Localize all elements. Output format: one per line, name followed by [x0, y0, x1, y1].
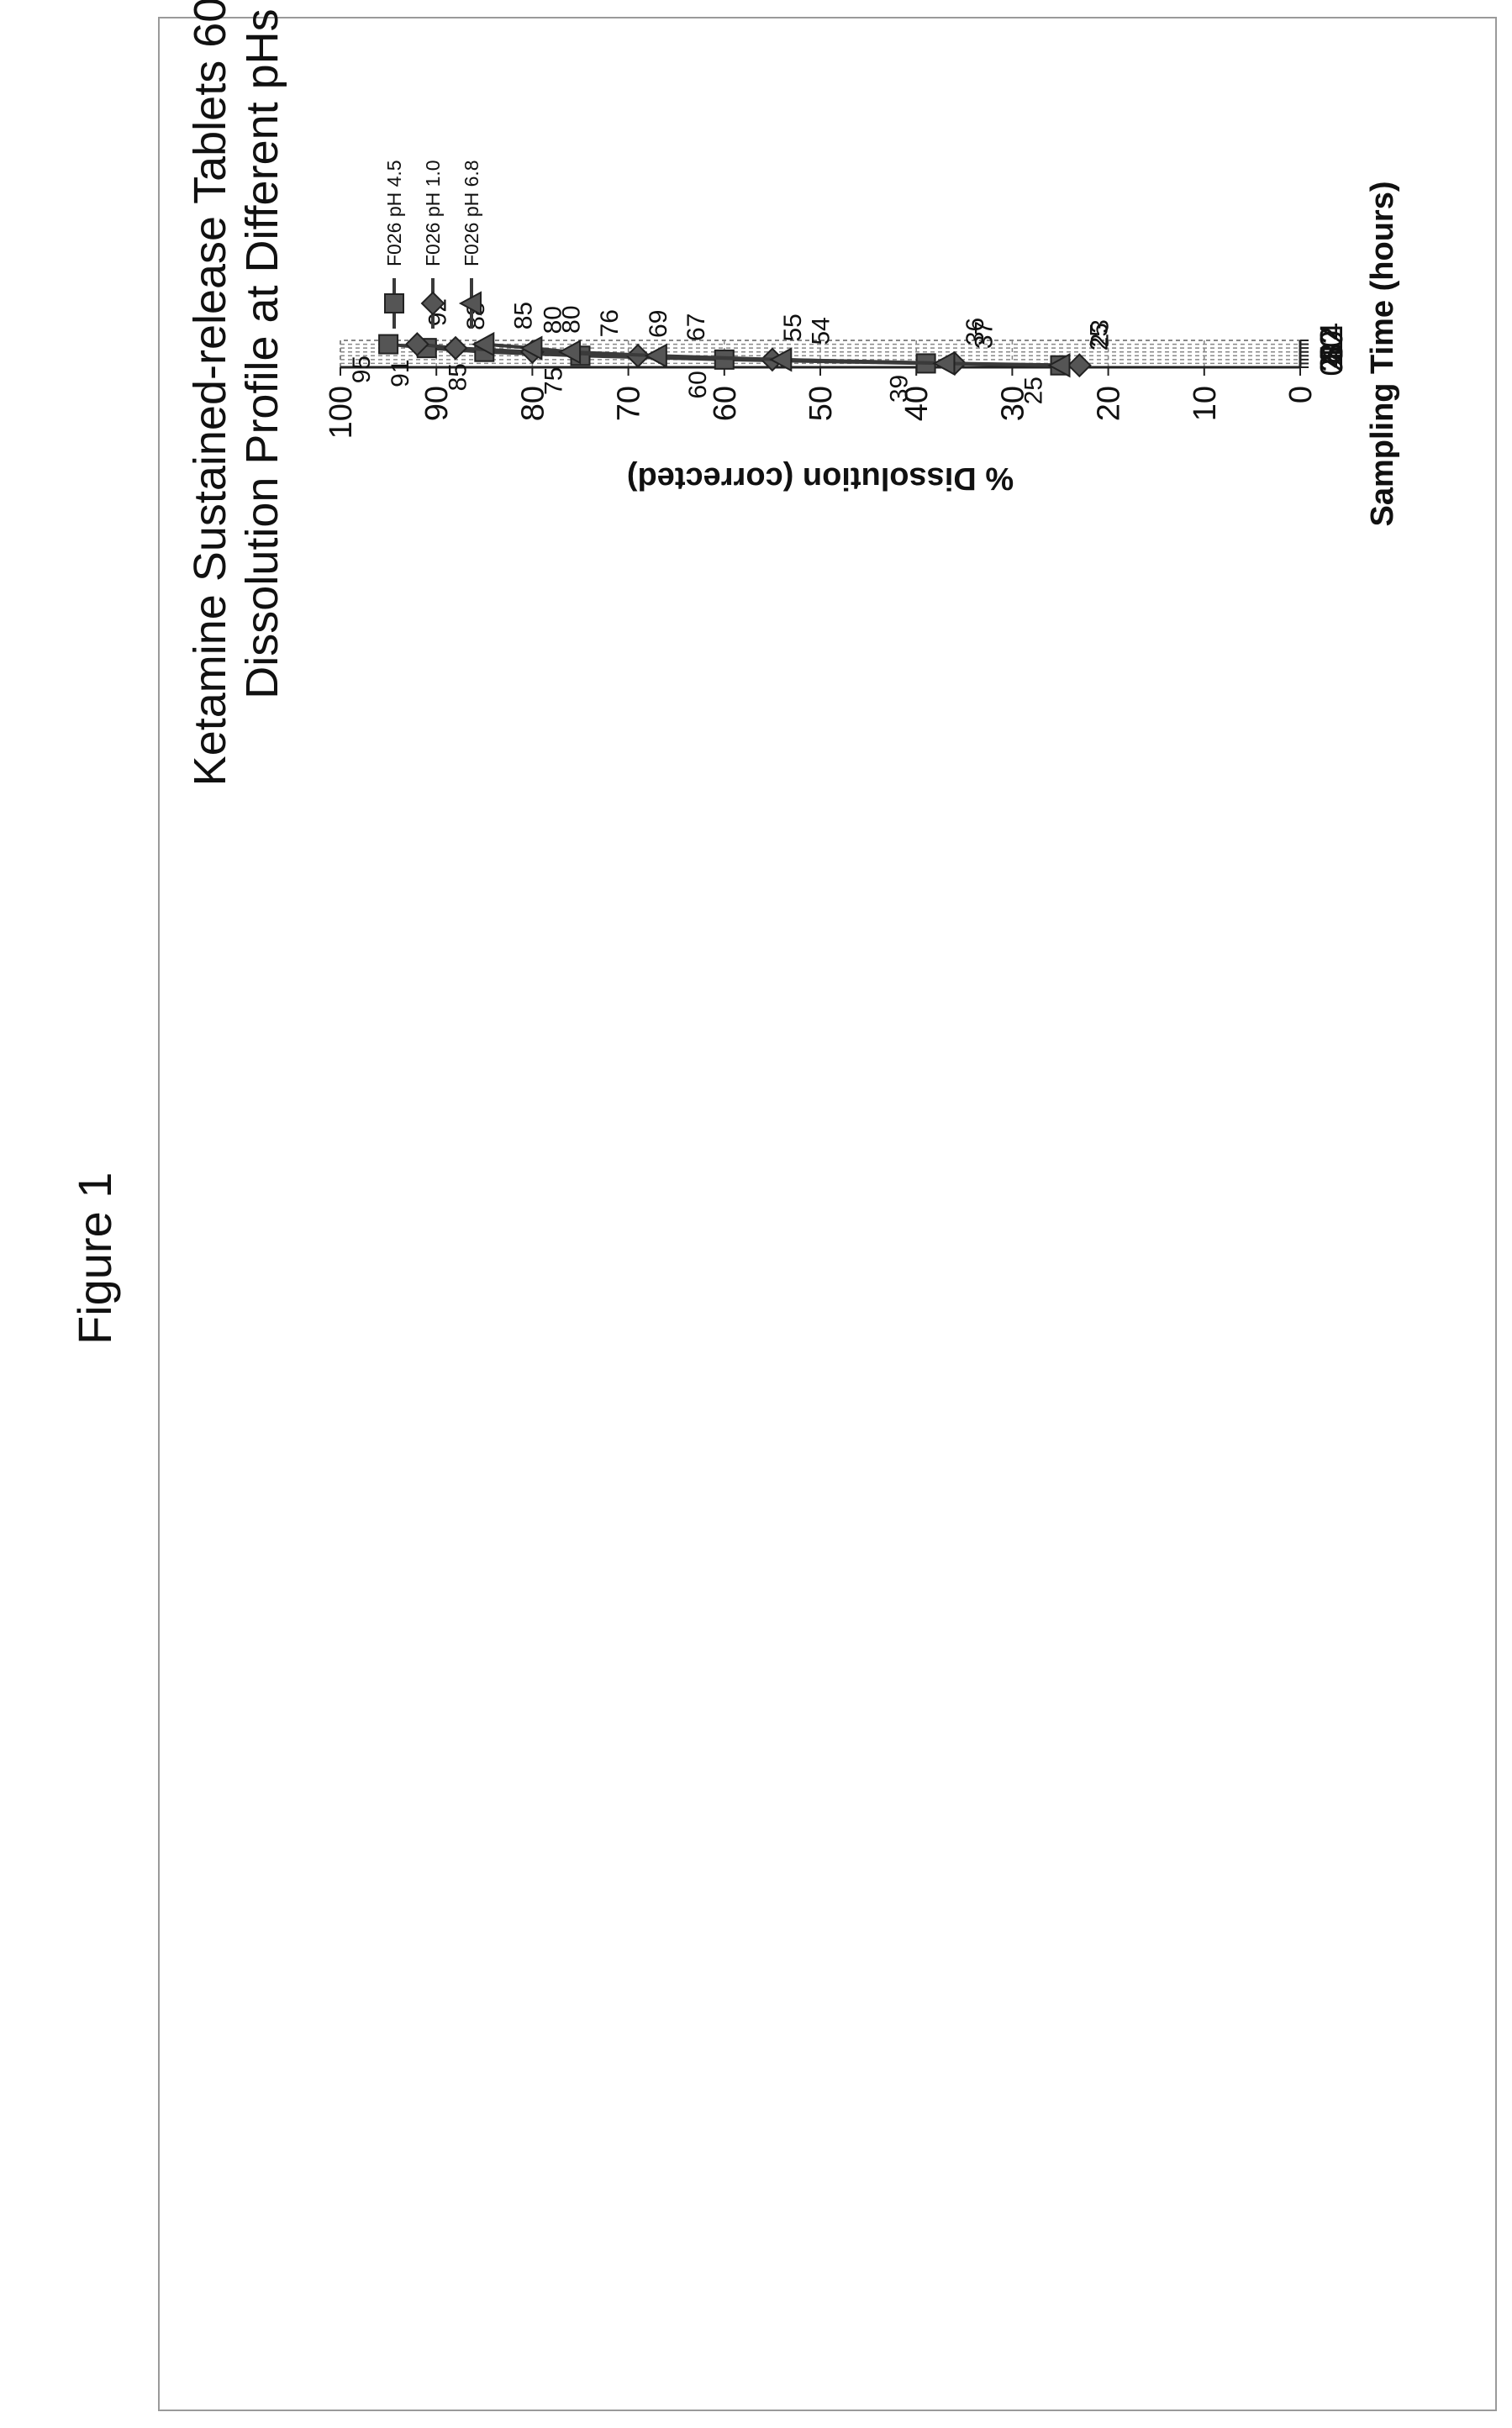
data-label: 95 [348, 356, 376, 383]
data-label: 36 [961, 318, 989, 345]
y-tick-label: 40 [899, 386, 935, 421]
data-point [404, 332, 429, 356]
y-tick-label: 10 [1188, 386, 1223, 421]
data-label: 39 [886, 375, 914, 403]
x-tick-label: 12 [1314, 326, 1350, 361]
y-axis-title: % Dissolution (corrected) [627, 461, 1014, 496]
data-point [472, 331, 495, 357]
data-point [769, 347, 793, 372]
y-tick-label: 70 [612, 386, 647, 421]
x-tick-label: 0 [1314, 358, 1350, 376]
data-point [519, 335, 543, 361]
data-label: 76 [596, 309, 624, 337]
data-label: 69 [645, 310, 672, 338]
data-label: 85 [444, 363, 472, 391]
data-label: 75 [540, 367, 568, 395]
chart-title-line-1: Ketamine Sustained-release Tablets 60 mg [185, 0, 235, 786]
y-tick-label: 90 [419, 386, 455, 421]
legend-label: F026 pH 6.8 [461, 160, 482, 266]
x-tick-label: 14 [1314, 323, 1350, 358]
data-point [557, 340, 582, 365]
data-label: 23 [1086, 319, 1114, 347]
x-tick-label: 10 [1314, 330, 1350, 366]
data-label: 25 [1020, 377, 1048, 404]
data-point [443, 335, 468, 361]
data-point [1047, 353, 1071, 378]
y-tick-label: 30 [995, 386, 1030, 421]
x-tick-label: 8 [1314, 343, 1350, 361]
data-point [1067, 353, 1092, 378]
data-series: 2539607585919523365569808892253754677680… [348, 298, 1114, 405]
data-label: 54 [807, 317, 835, 345]
data-point [644, 343, 667, 368]
y-tick-label: 20 [1092, 386, 1127, 421]
legend-swatch-marker [384, 293, 404, 313]
x-tick-label: 2 [1314, 355, 1350, 372]
data-point [378, 334, 399, 355]
legend: F026 pH 4.5 F026 pH 1.0 F026 pH 6.8 [383, 160, 482, 329]
y-tick-label: 60 [708, 386, 743, 421]
x-tick-label: 4 [1314, 350, 1350, 368]
chart-title: Ketamine Sustained-release Tablets 60 mg… [185, 0, 287, 786]
data-label: 80 [557, 305, 585, 333]
chart-title-line-2: Dissolution Profile at Different pHs [237, 8, 287, 698]
y-tick-label: 50 [803, 386, 839, 421]
y-tick-label: 100 [324, 386, 359, 439]
figure-frame [158, 17, 1497, 2411]
data-label: 60 [684, 371, 712, 398]
legend-label: F026 pH 1.0 [422, 160, 444, 266]
data-label: 25 [1086, 323, 1114, 350]
y-tick-label: 80 [515, 386, 551, 421]
data-label: 85 [509, 302, 537, 329]
data-label: 80 [539, 306, 566, 334]
data-label: 67 [682, 313, 710, 341]
x-axis-title: Sampling Time (hours) [1365, 181, 1400, 526]
data-label: 55 [779, 313, 807, 341]
data-label: 37 [970, 321, 998, 349]
legend-swatch-marker [420, 291, 445, 316]
y-tick-label: 0 [1283, 386, 1319, 403]
data-label: 91 [387, 359, 414, 387]
x-tick-label: 6 [1314, 347, 1350, 365]
legend-label: F026 pH 4.5 [383, 160, 405, 266]
legend-swatch-marker [458, 291, 482, 316]
data-point [932, 350, 956, 377]
